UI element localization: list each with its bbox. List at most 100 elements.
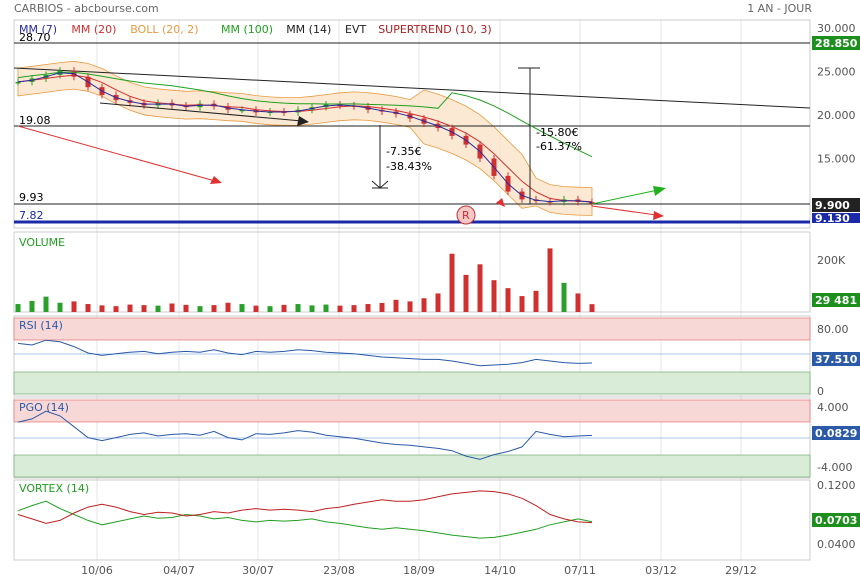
- level-label-2: 19.08: [19, 114, 51, 127]
- legend-item: MM (100): [221, 23, 273, 36]
- date-tick: 04/07: [163, 564, 195, 577]
- pgo-tick-bottom: -4.000: [817, 461, 852, 474]
- legend-item: MM (20): [71, 23, 116, 36]
- price-tick: 25.000: [817, 66, 856, 79]
- candle-body: [589, 202, 595, 204]
- volume-bar: [365, 304, 371, 312]
- date-tick: 23/08: [323, 564, 355, 577]
- app-title: CARBIOS - abcbourse.com: [14, 2, 159, 15]
- volume-bar: [547, 248, 553, 312]
- volume-bar: [15, 304, 21, 312]
- measure-2: [518, 67, 540, 204]
- volume-bar: [71, 301, 77, 312]
- last-price-text: 9.900: [815, 199, 850, 212]
- date-tick: 18/09: [403, 564, 435, 577]
- volume-bar: [29, 300, 35, 312]
- volume-bar: [589, 304, 595, 312]
- volume-bar: [491, 280, 497, 312]
- volume-bar: [407, 301, 413, 312]
- measure-1: [371, 125, 389, 189]
- vortex-plus-line: [17, 500, 593, 539]
- level1-badge-text: 28.850: [815, 37, 858, 50]
- volume-bar: [85, 304, 91, 312]
- level-label-1: 28.70: [19, 31, 51, 44]
- volume-bar: [281, 304, 287, 312]
- annotation-a2: -38.43%: [386, 160, 432, 173]
- vortex-badge: 0.0703: [812, 513, 860, 527]
- panel-frame: [13, 19, 811, 229]
- mm7-line: [17, 72, 593, 203]
- trend-arrows: [17, 102, 666, 220]
- volume-bar: [463, 274, 469, 312]
- volume-bar: [435, 293, 441, 312]
- rsi-oversold-band: [13, 371, 811, 395]
- volume-bar: [197, 306, 203, 312]
- date-tick: 03/12: [645, 564, 677, 577]
- resistance-trendline: [13, 67, 811, 109]
- volume-bar: [267, 306, 273, 312]
- panel-frame: [13, 479, 811, 561]
- volume-bar: [337, 305, 343, 312]
- volume-bar: [323, 304, 329, 312]
- price-tick: 30.000: [817, 22, 856, 35]
- panel-frame: [13, 315, 811, 397]
- vortex-minus-line: [17, 490, 593, 524]
- volume-bar: [505, 288, 511, 312]
- period-label: 1 AN - JOUR: [747, 2, 812, 15]
- legend-item: SUPERTREND (10, 3): [378, 23, 492, 36]
- price-tick: 20.000: [817, 109, 856, 122]
- last-price-badge: 9.900: [812, 198, 860, 212]
- legend-item: MM (7): [19, 23, 57, 36]
- date-tick: 29/12: [725, 564, 757, 577]
- volume-bar: [393, 299, 399, 312]
- volume-bar: [561, 282, 567, 312]
- vortex-tick-top: 0.1200: [817, 479, 856, 492]
- volume-bar: [43, 296, 49, 312]
- pgo-label: PGO (14): [19, 401, 69, 414]
- r-marker: [456, 205, 476, 225]
- volume-bar: [211, 305, 217, 312]
- pgo-badge: 0.0829: [812, 426, 860, 440]
- pgo-tick-top: 4.000: [817, 401, 849, 414]
- pgo-oversold-band: [13, 454, 811, 478]
- volume-bar: [113, 306, 119, 312]
- volume-bar: [99, 305, 105, 312]
- pgo-badge-text: 0.0829: [815, 427, 857, 440]
- rsi-line: [17, 339, 593, 367]
- level-label-4: 7.82: [19, 209, 44, 222]
- mm20-line: [17, 74, 593, 203]
- annotation-b2: -61.37%: [536, 140, 582, 153]
- candle-body: [15, 81, 21, 84]
- volume-bar: [533, 290, 539, 312]
- pgo-overbought-band: [13, 399, 811, 423]
- price-badge: 28.850: [812, 36, 860, 50]
- volume-bar: [155, 305, 161, 312]
- volume-bars: [15, 248, 595, 312]
- date-tick: 10/06: [81, 564, 113, 577]
- volume-bar: [477, 264, 483, 312]
- legend-item: MM (14): [286, 23, 331, 36]
- level-label-3: 9.93: [19, 191, 44, 204]
- vortex-tick-bottom: 0.0400: [817, 538, 856, 551]
- volume-bar: [169, 303, 175, 312]
- volume-badge-text: 29 481: [815, 294, 857, 307]
- pgo-line: [17, 410, 593, 460]
- price-tick: 15.000: [817, 153, 856, 166]
- rsi-overbought-band: [13, 317, 811, 341]
- volume-bar: [519, 296, 525, 312]
- candles: [15, 67, 595, 207]
- rsi-badge-text: 37.510: [815, 353, 858, 366]
- vortex-label: VORTEX (14): [19, 482, 89, 495]
- bollinger-band: [17, 60, 593, 216]
- volume-bar: [127, 304, 133, 312]
- panel-frame: [13, 231, 811, 313]
- volume-bar: [421, 298, 427, 312]
- volume-bar: [57, 302, 63, 312]
- volume-bar: [239, 304, 245, 312]
- date-tick: 30/07: [242, 564, 274, 577]
- volume-bar: [141, 305, 147, 312]
- volume-bar: [351, 305, 357, 312]
- rsi-label: RSI (14): [19, 319, 63, 332]
